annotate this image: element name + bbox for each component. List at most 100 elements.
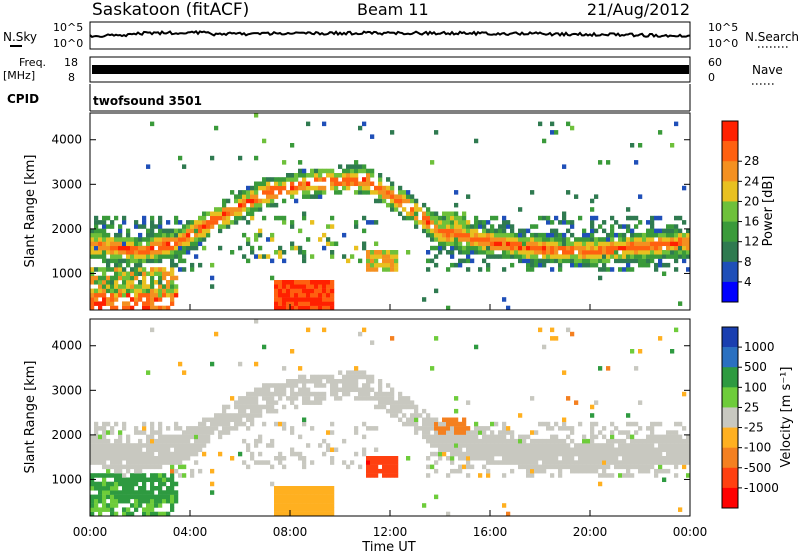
power-cell [462, 250, 467, 255]
velocity-cell [170, 460, 175, 465]
power-cell [130, 297, 135, 302]
velocity-cell [434, 430, 439, 435]
velocity-cell [246, 417, 251, 423]
velocity-cell [618, 460, 623, 465]
power-cell [366, 254, 371, 259]
power-cell [562, 237, 567, 242]
velocity-cell [570, 426, 575, 431]
velocity-cell [550, 447, 555, 453]
velocity-cell [246, 404, 251, 410]
power-cell [382, 198, 387, 204]
power-cell [442, 211, 447, 217]
velocity-cell [298, 391, 303, 397]
velocity-cell [530, 456, 535, 461]
power-cell [354, 168, 359, 174]
velocity-cell [270, 400, 275, 405]
power-cell [330, 250, 335, 255]
power-cell [122, 280, 127, 285]
velocity-cell [454, 426, 459, 431]
power-cell [102, 267, 107, 272]
velocity-cell [118, 473, 123, 478]
velocity-cell [598, 460, 603, 465]
power-cell [210, 220, 215, 225]
power-cell [322, 232, 327, 238]
power-cell [214, 125, 219, 131]
power-cell [114, 284, 119, 289]
velocity-cell [290, 379, 295, 384]
power-cell [94, 275, 99, 281]
power-cell [186, 232, 191, 238]
velocity-cell [366, 426, 371, 431]
power-cell [126, 241, 131, 247]
velocity-cell [118, 447, 123, 453]
power-cell [274, 177, 279, 182]
velocity-cell [430, 417, 435, 423]
velocity-cell [350, 379, 355, 384]
velocity-cell [238, 404, 243, 410]
velocity-cell [110, 511, 115, 517]
power-cell [434, 211, 439, 217]
power-cell [122, 288, 127, 294]
velocity-cell [298, 511, 303, 517]
power-cell [210, 224, 215, 229]
velocity-cell [454, 438, 459, 444]
power-cell [250, 198, 255, 204]
velocity-cell [302, 400, 307, 405]
power-cell [666, 250, 671, 255]
power-cell [234, 194, 239, 199]
velocity-cell [218, 434, 223, 440]
power-cell [486, 254, 491, 259]
velocity-cell [342, 374, 347, 380]
velocity-cell [630, 421, 635, 427]
velocity-cell [322, 494, 327, 500]
power-cell [290, 177, 295, 182]
power-cell [330, 168, 335, 174]
velocity-cell [122, 456, 127, 461]
velocity-cell [486, 443, 491, 448]
velocity-cell [438, 430, 443, 435]
power-cell [278, 245, 283, 251]
velocity-cell [122, 426, 127, 431]
velocity-cell [278, 460, 283, 465]
power-cell [446, 241, 451, 247]
velocity-cell [94, 507, 99, 512]
power-cell [142, 220, 147, 225]
power-cell [658, 258, 663, 264]
velocity-cell [238, 451, 243, 457]
power-cell [502, 232, 507, 238]
power-cell [222, 207, 227, 212]
velocity-cell [306, 327, 311, 333]
velocity-cell [454, 447, 459, 453]
power-cell [226, 207, 231, 212]
power-cell [646, 220, 651, 225]
power-cell [218, 207, 223, 212]
power-cell [110, 250, 115, 255]
velocity-cell [362, 374, 367, 380]
power-cell [294, 198, 299, 204]
power-cell [286, 190, 291, 195]
velocity-cell [506, 451, 511, 457]
velocity-cell [382, 400, 387, 405]
velocity-cell [198, 430, 203, 435]
power-cell [278, 301, 283, 306]
power-cell [294, 305, 299, 311]
velocity-cell [134, 507, 139, 512]
power-cell [330, 284, 335, 289]
velocity-cell [538, 451, 543, 457]
power-cell [642, 258, 647, 264]
power-cell [318, 190, 323, 195]
power-cell [258, 202, 263, 208]
power-cell [374, 254, 379, 259]
power-cell [106, 258, 111, 264]
velocity-cell [154, 498, 159, 504]
velocity-cell [606, 464, 611, 470]
power-cell [258, 232, 263, 238]
velocity-cell [142, 460, 147, 465]
power-cell [450, 237, 455, 242]
velocity-cell [302, 383, 307, 388]
power-cell [142, 267, 147, 272]
velocity-cell [218, 421, 223, 427]
x-axis-label: Time UT [361, 540, 415, 554]
velocity-cell [278, 396, 283, 401]
power-cell [162, 254, 167, 259]
